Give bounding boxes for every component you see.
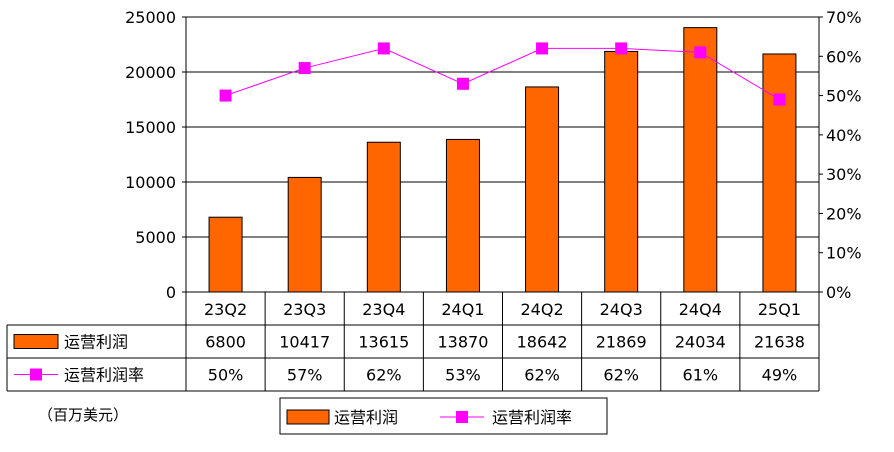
bar-24Q3 xyxy=(604,50,639,293)
right-tick-label: 60% xyxy=(826,47,862,66)
margin-point-25Q1 xyxy=(773,93,786,106)
bar-24Q2 xyxy=(525,86,560,293)
left-tick-label: 10000 xyxy=(125,173,176,192)
margin-line xyxy=(225,47,780,100)
right-tick-label: 10% xyxy=(826,244,862,263)
margin-point-24Q1 xyxy=(456,77,469,90)
legend-label: 运营利润 xyxy=(334,408,398,427)
right-axis-ticks: 0% 10% 20% 30% 40% 50% 60% 70% xyxy=(819,8,862,302)
table-row-label: 运营利润 xyxy=(64,333,128,352)
table-cell: 24034 xyxy=(675,333,726,352)
legend-line-marker xyxy=(456,411,468,423)
table-cell: 21638 xyxy=(754,333,805,352)
category-label: 23Q4 xyxy=(362,300,405,319)
bar-24Q4 xyxy=(683,27,718,293)
right-tick-label: 0% xyxy=(826,283,851,302)
table-row-label: 运营利润率 xyxy=(64,366,144,385)
legend-label: 运营利润率 xyxy=(492,408,572,427)
category-label: 24Q2 xyxy=(520,300,563,319)
left-tick-label: 5000 xyxy=(135,228,176,247)
table-cell: 50% xyxy=(208,366,244,385)
left-axis-ticks: 0 5000 10000 15000 20000 25000 xyxy=(125,8,186,302)
legend-box xyxy=(279,397,608,435)
grid-lines xyxy=(186,16,819,238)
right-tick-label: 20% xyxy=(826,204,862,223)
margin-line-series xyxy=(219,42,786,106)
bar-24Q1 xyxy=(445,138,480,293)
left-tick-label: 15000 xyxy=(125,118,176,137)
bar-23Q3 xyxy=(287,176,322,293)
margin-point-23Q2 xyxy=(219,89,232,102)
table-cell: 53% xyxy=(445,366,481,385)
table-cell: 10417 xyxy=(279,333,330,352)
category-label: 24Q4 xyxy=(679,300,722,319)
margin-point-24Q3 xyxy=(615,42,628,55)
category-label: 23Q3 xyxy=(283,300,326,319)
plot-frame xyxy=(185,16,820,293)
margin-point-23Q4 xyxy=(377,42,390,55)
bar-23Q4 xyxy=(366,141,401,293)
legend: 运营利润 运营利润率 xyxy=(279,397,608,435)
right-tick-label: 50% xyxy=(826,87,862,106)
table-cell: 18642 xyxy=(517,333,568,352)
category-label: 23Q2 xyxy=(204,300,247,319)
table-cell: 6800 xyxy=(205,333,246,352)
legend-bar-swatch xyxy=(286,409,330,425)
category-label: 25Q1 xyxy=(758,300,801,319)
right-tick-label: 70% xyxy=(826,8,862,27)
axes xyxy=(185,16,820,293)
bar-23Q2 xyxy=(208,216,243,293)
table-key-line-marker xyxy=(30,368,42,381)
table-cell: 13615 xyxy=(358,333,409,352)
table-cell: 57% xyxy=(287,366,323,385)
left-tick-label: 0 xyxy=(166,283,176,302)
table-cell: 21869 xyxy=(596,333,647,352)
category-label: 24Q1 xyxy=(441,300,484,319)
table-cell: 62% xyxy=(366,366,402,385)
table-cell: 62% xyxy=(603,366,639,385)
bar-25Q1 xyxy=(762,53,797,293)
right-tick-label: 40% xyxy=(826,126,862,145)
bar-series xyxy=(208,27,797,293)
left-tick-label: 25000 xyxy=(125,8,176,27)
unit-note: （百万美元） xyxy=(38,406,128,424)
table-cell: 62% xyxy=(524,366,560,385)
right-tick-label: 30% xyxy=(826,165,862,184)
category-label: 24Q3 xyxy=(600,300,643,319)
table-cell: 13870 xyxy=(437,333,488,352)
table-cell: 49% xyxy=(762,366,798,385)
table-key-bar-swatch xyxy=(13,334,59,349)
data-table: 23Q2 23Q3 23Q4 24Q1 24Q2 24Q3 24Q4 25Q1 运营利润 6800… xyxy=(6,292,820,392)
margin-point-24Q4 xyxy=(694,46,707,59)
table-cell: 61% xyxy=(683,366,719,385)
margin-point-24Q2 xyxy=(536,42,549,55)
margin-point-23Q3 xyxy=(298,62,311,75)
left-tick-label: 20000 xyxy=(125,63,176,82)
